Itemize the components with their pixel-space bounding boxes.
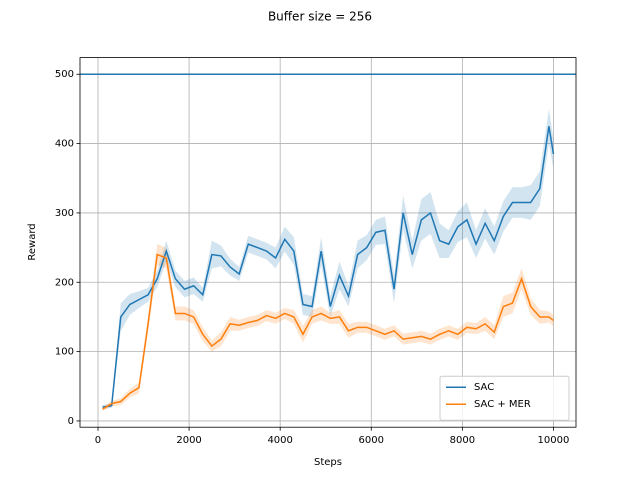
- y-tick-label: 100: [55, 347, 74, 358]
- line: [102, 253, 554, 410]
- confidence-band: [102, 108, 554, 410]
- x-tick-label: 8000: [450, 435, 475, 446]
- legend-label: SAC: [474, 382, 494, 393]
- axes-frame: [79, 57, 577, 428]
- confidence-band: [102, 244, 554, 412]
- x-tick-label: 6000: [359, 435, 384, 446]
- legend-box: [439, 375, 570, 421]
- y-tick-label: 0: [68, 416, 74, 427]
- line: [102, 126, 555, 408]
- y-tick-label: 300: [55, 208, 74, 219]
- chart-title: Buffer size = 256: [268, 10, 372, 24]
- x-axis-label: Steps: [314, 457, 342, 468]
- y-tick-label: 500: [55, 69, 74, 80]
- y-tick-label: 200: [55, 277, 74, 288]
- y-axis-label: Reward: [27, 223, 38, 260]
- legend: SAC SAC + MER: [439, 375, 570, 421]
- legend-label: SAC + MER: [474, 399, 531, 410]
- y-tick-label: 400: [55, 139, 74, 150]
- x-tick-label: 2000: [176, 435, 201, 446]
- x-tick-label: 0: [95, 435, 101, 446]
- x-tick-label: 4000: [267, 435, 292, 446]
- x-tick-label: 10000: [538, 435, 570, 446]
